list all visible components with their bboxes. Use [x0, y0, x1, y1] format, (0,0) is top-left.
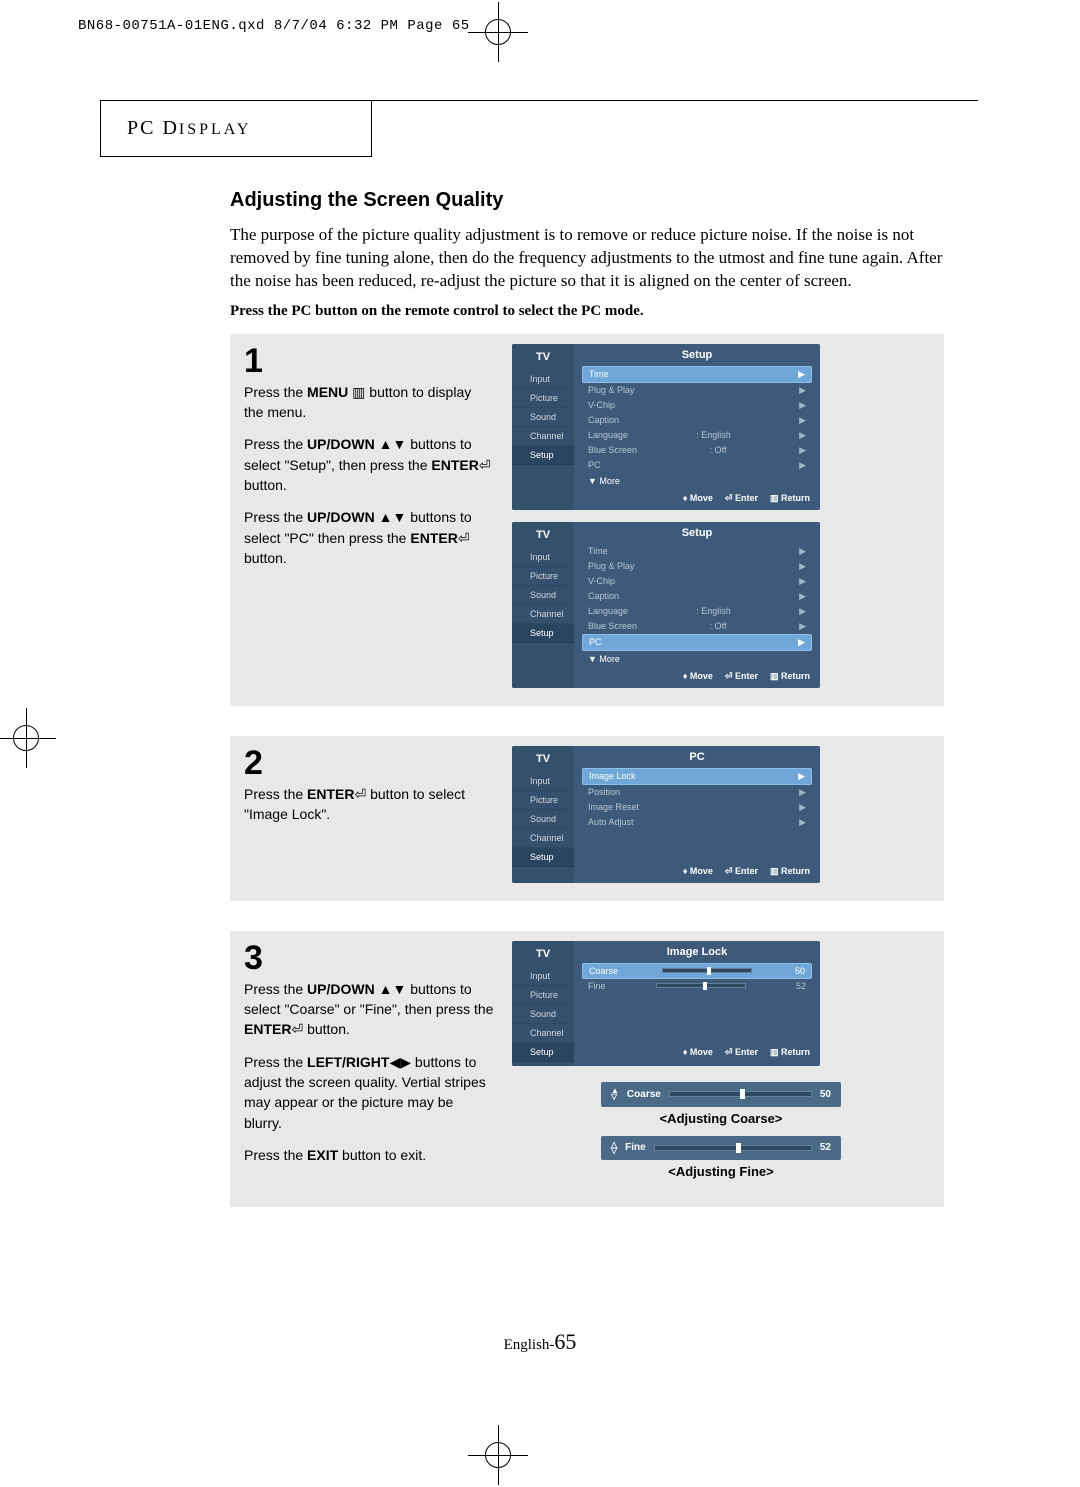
- step-text: Press the LEFT/RIGHT◀▶ buttons to adjust…: [244, 1052, 494, 1133]
- fine-slider-panel: △▽ Fine 52: [601, 1136, 841, 1161]
- osd-tv-label: TV: [512, 526, 574, 548]
- osd-row-fine: Fine 52: [582, 979, 812, 993]
- osd-setup-time: TV Input Picture Sound Channel Setup Set…: [512, 344, 820, 510]
- step-text: Press the ENTER⏎ button to select "Image…: [244, 784, 494, 825]
- osd-more: ▼ More: [574, 473, 820, 489]
- osd-nav-sound: Sound: [512, 810, 574, 829]
- intro-paragraph: The purpose of the picture quality adjus…: [230, 224, 944, 293]
- page-frame: PC DISPLAY Adjusting the Screen Quality …: [100, 100, 978, 1237]
- osd-row: Language: English▶: [582, 604, 812, 619]
- osd-nav-channel: Channel: [512, 1024, 574, 1043]
- osd-row: Image Reset▶: [582, 800, 812, 815]
- osd-panel-title: Setup: [574, 522, 820, 544]
- osd-footer: ♦ Move ⏎ Enter ▥ Return: [574, 862, 820, 883]
- osd-panel-title: PC: [574, 746, 820, 768]
- step-number: 3: [244, 941, 494, 975]
- step-text: Press the MENU ▥ button to display the m…: [244, 382, 494, 423]
- osd-nav-sound: Sound: [512, 586, 574, 605]
- osd-nav-input: Input: [512, 548, 574, 567]
- step-1: 1 Press the MENU ▥ button to display the…: [230, 334, 944, 706]
- adjusting-fine-label: <Adjusting Fine>: [512, 1164, 930, 1179]
- file-header: BN68-00751A-01ENG.qxd 8/7/04 6:32 PM Pag…: [0, 0, 1080, 34]
- osd-setup-pc: TV Input Picture Sound Channel Setup Set…: [512, 522, 820, 688]
- osd-row: Auto Adjust▶: [582, 815, 812, 830]
- osd-panel-title: Image Lock: [574, 941, 820, 963]
- osd-row: Blue Screen: Off▶: [582, 443, 812, 458]
- osd-nav-setup: Setup: [512, 1043, 574, 1062]
- osd-nav-input: Input: [512, 772, 574, 791]
- osd-row: V-Chip▶: [582, 574, 812, 589]
- osd-row: Language: English▶: [582, 428, 812, 443]
- osd-nav-channel: Channel: [512, 605, 574, 624]
- section-title-box: PC DISPLAY: [100, 101, 372, 157]
- osd-pc-menu: TV Input Picture Sound Channel Setup PC …: [512, 746, 820, 883]
- osd-nav-picture: Picture: [512, 389, 574, 408]
- page-subheading: Adjusting the Screen Quality: [230, 189, 944, 212]
- osd-more: ▼ More: [574, 651, 820, 667]
- preliminary-instruction: Press the PC button on the remote contro…: [230, 303, 944, 320]
- osd-row-pc: PC▶: [582, 634, 812, 651]
- osd-nav-input: Input: [512, 967, 574, 986]
- adjusting-coarse-label: <Adjusting Coarse>: [512, 1111, 930, 1126]
- osd-tv-label: TV: [512, 750, 574, 772]
- osd-nav-picture: Picture: [512, 986, 574, 1005]
- section-title: PC DISPLAY: [127, 117, 251, 139]
- osd-nav-input: Input: [512, 370, 574, 389]
- step-number: 2: [244, 746, 494, 780]
- osd-tv-label: TV: [512, 945, 574, 967]
- osd-row: Time▶: [582, 544, 812, 559]
- osd-row-coarse: Coarse 50: [582, 963, 812, 979]
- osd-row: Plug & Play▶: [582, 383, 812, 398]
- step-text: Press the EXIT button to exit.: [244, 1145, 494, 1165]
- page-footer: English-65: [0, 1329, 1080, 1355]
- step-3: 3 Press the UP/DOWN ▲▼ buttons to select…: [230, 931, 944, 1208]
- osd-nav-picture: Picture: [512, 791, 574, 810]
- osd-nav-channel: Channel: [512, 829, 574, 848]
- osd-imagelock: TV Input Picture Sound Channel Setup Ima…: [512, 941, 820, 1066]
- osd-footer: ♦ Move ⏎ Enter ▥ Return: [574, 667, 820, 688]
- osd-nav-setup: Setup: [512, 848, 574, 867]
- osd-footer: ♦ Move ⏎ Enter ▥ Return: [574, 489, 820, 510]
- step-2: 2 Press the ENTER⏎ button to select "Ima…: [230, 736, 944, 901]
- step-text: Press the UP/DOWN ▲▼ buttons to select "…: [244, 979, 494, 1040]
- osd-row: Position▶: [582, 785, 812, 800]
- osd-panel-title: Setup: [574, 344, 820, 366]
- osd-row: PC▶: [582, 458, 812, 473]
- crop-mark-bottom: [480, 1443, 520, 1483]
- coarse-slider-panel: ▲▽ Coarse 50: [601, 1082, 841, 1107]
- step-number: 1: [244, 344, 494, 378]
- osd-nav-picture: Picture: [512, 567, 574, 586]
- osd-row-imagelock: Image Lock▶: [582, 768, 812, 785]
- osd-nav-channel: Channel: [512, 427, 574, 446]
- step-text: Press the UP/DOWN ▲▼ buttons to select "…: [244, 434, 494, 495]
- osd-tv-label: TV: [512, 348, 574, 370]
- crop-mark-left: [2, 720, 42, 760]
- osd-row-time: Time▶: [582, 366, 812, 383]
- osd-nav-setup: Setup: [512, 446, 574, 465]
- osd-row: Plug & Play▶: [582, 559, 812, 574]
- osd-row: Blue Screen: Off▶: [582, 619, 812, 634]
- osd-row: Caption▶: [582, 413, 812, 428]
- osd-row: Caption▶: [582, 589, 812, 604]
- osd-footer: ♦ Move ⏎ Enter ▥ Return: [574, 1043, 820, 1064]
- osd-row: V-Chip▶: [582, 398, 812, 413]
- osd-nav-setup: Setup: [512, 624, 574, 643]
- step-text: Press the UP/DOWN ▲▼ buttons to select "…: [244, 507, 494, 568]
- osd-nav-sound: Sound: [512, 408, 574, 427]
- osd-nav-sound: Sound: [512, 1005, 574, 1024]
